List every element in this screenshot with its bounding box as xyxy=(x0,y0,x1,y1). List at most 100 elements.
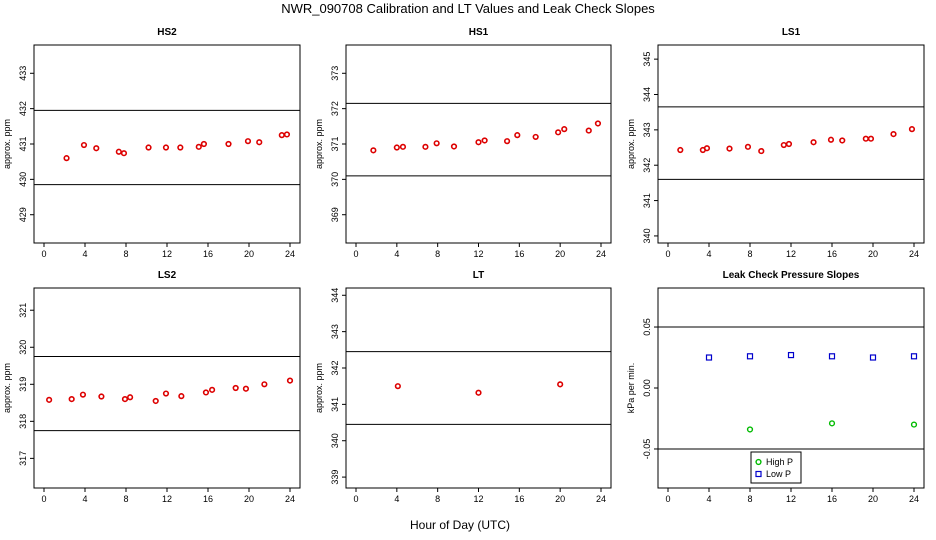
x-tick-label: 8 xyxy=(435,494,440,504)
data-point-high-p xyxy=(910,421,918,428)
data-point xyxy=(93,145,100,152)
data-point xyxy=(286,377,294,384)
x-tick-label: 24 xyxy=(909,494,919,504)
x-tick-label: 20 xyxy=(244,249,254,259)
data-point xyxy=(890,131,897,138)
data-point-low-p xyxy=(869,354,877,361)
legend-marker xyxy=(755,470,762,478)
x-tick-label: 20 xyxy=(555,494,565,504)
y-axis-label: approx. ppm xyxy=(314,119,324,169)
data-point xyxy=(178,393,185,400)
y-tick-label: 341 xyxy=(330,397,340,412)
y-tick-label: 320 xyxy=(18,340,28,355)
y-tick-label: -0.05 xyxy=(642,439,652,460)
y-tick-label: 319 xyxy=(18,377,28,392)
data-point xyxy=(242,385,250,392)
data-point xyxy=(152,397,159,405)
data-point xyxy=(780,141,787,149)
y-tick-label: 369 xyxy=(330,207,340,222)
data-point xyxy=(283,131,291,138)
y-tick-label: 340 xyxy=(330,433,340,448)
y-axis-label: approx. ppm xyxy=(314,363,324,413)
y-tick-label: 0.00 xyxy=(642,379,652,397)
x-tick-label: 4 xyxy=(394,249,399,259)
data-point xyxy=(79,391,87,398)
data-point xyxy=(422,143,429,150)
y-axis-label: approx. ppm xyxy=(626,119,636,169)
x-tick-label: 4 xyxy=(82,494,87,504)
x-tick-label: 24 xyxy=(285,494,295,504)
x-tick-label: 12 xyxy=(162,494,172,504)
data-point xyxy=(785,140,793,148)
data-point xyxy=(370,147,377,154)
data-point xyxy=(195,143,202,150)
data-point-high-p xyxy=(828,420,836,427)
data-point xyxy=(810,139,817,146)
panel-6: Leak Check Pressure Slopes kPa per min. 0 4… xyxy=(626,270,925,504)
legend-label: High P xyxy=(766,457,793,467)
legend-label: Low P xyxy=(766,469,791,479)
y-tick-label: 430 xyxy=(18,172,28,187)
plot-frame xyxy=(33,287,301,489)
panel-1: HS2 approx. ppm 0 4 8 12 16 20 24 429 430 431 432 433 xyxy=(2,27,301,259)
y-tick-label: 344 xyxy=(330,288,340,303)
x-tick-label: 8 xyxy=(435,249,440,259)
panel-3: LS1 approx. ppm 0 4 8 12 16 20 24 340 341 342 343 344… xyxy=(626,27,925,259)
legend-box xyxy=(750,451,802,484)
data-point xyxy=(115,148,122,155)
data-point xyxy=(98,393,105,400)
y-tick-label: 345 xyxy=(642,52,652,67)
x-tick-label: 16 xyxy=(514,249,524,259)
x-tick-label: 16 xyxy=(827,494,837,504)
data-point-high-p xyxy=(746,426,754,433)
data-point xyxy=(68,396,75,403)
y-tick-label: 317 xyxy=(18,451,28,466)
data-point xyxy=(177,144,184,151)
data-point-low-p xyxy=(787,351,795,359)
data-point xyxy=(677,146,684,154)
data-point xyxy=(450,143,458,150)
x-tick-label: 20 xyxy=(244,494,254,504)
data-point xyxy=(908,126,916,133)
y-tick-label: 432 xyxy=(18,101,28,116)
data-point xyxy=(120,150,128,157)
data-point xyxy=(232,384,239,392)
x-tick-label: 0 xyxy=(41,249,46,259)
y-tick-label: 429 xyxy=(18,207,28,222)
data-point xyxy=(209,386,216,393)
x-tick-label: 4 xyxy=(82,249,87,259)
data-point xyxy=(162,144,170,151)
data-point xyxy=(121,396,129,403)
y-tick-label: 318 xyxy=(18,414,28,429)
x-tick-label: 24 xyxy=(596,494,606,504)
data-point-low-p xyxy=(910,353,918,360)
data-point xyxy=(867,135,875,142)
x-tick-label: 8 xyxy=(747,494,752,504)
data-point xyxy=(758,147,765,155)
data-point xyxy=(475,139,482,146)
x-tick-label: 0 xyxy=(665,249,670,259)
x-tick-label: 0 xyxy=(41,494,46,504)
x-tick-label: 16 xyxy=(827,249,837,259)
y-axis-label: kPa per min. xyxy=(626,363,636,414)
x-tick-label: 8 xyxy=(123,494,128,504)
legend-marker xyxy=(755,458,762,466)
plot-frame xyxy=(345,287,612,489)
panel-title: Leak Check Pressure Slopes xyxy=(723,270,860,281)
data-point xyxy=(585,127,592,134)
data-point-low-p xyxy=(705,354,713,361)
data-point xyxy=(827,136,835,143)
y-tick-label: 431 xyxy=(18,136,28,151)
page-title: NWR_090708 Calibration and LT Values and… xyxy=(281,1,655,16)
data-point xyxy=(557,381,564,388)
x-tick-label: 16 xyxy=(514,494,524,504)
data-point xyxy=(481,137,488,144)
x-tick-label: 12 xyxy=(786,249,796,259)
data-point xyxy=(744,143,752,150)
data-point xyxy=(394,383,401,390)
data-point xyxy=(433,140,440,147)
x-tick-label: 24 xyxy=(909,249,919,259)
x-tick-label: 8 xyxy=(123,249,128,259)
data-point xyxy=(225,140,232,148)
